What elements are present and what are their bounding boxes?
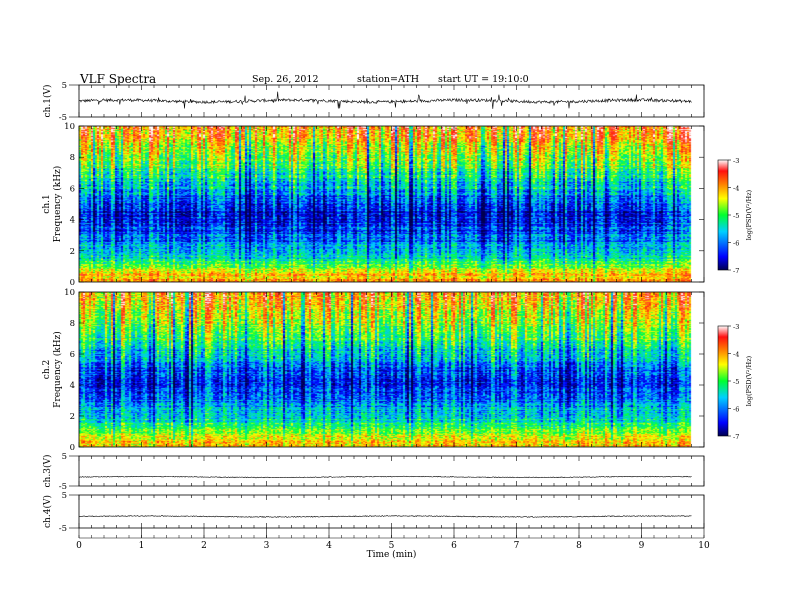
colorbar-label: log(PSD(V²/Hz)	[745, 189, 753, 240]
x-tick-label: 3	[264, 541, 270, 551]
y-axis-label: ch.3(V)	[42, 455, 53, 488]
y-tick-label: 6	[70, 184, 75, 194]
colorbar-tick-label: -6	[733, 406, 739, 414]
spectrogram-image	[79, 126, 692, 282]
date-label: Sep. 26, 2012	[252, 74, 319, 85]
start-time-label: start UT = 19:10:0	[438, 74, 529, 85]
colorbar-tick-label: -7	[733, 267, 739, 275]
colorbar-tick-label: -5	[733, 212, 739, 220]
colorbar-tick-label: -4	[733, 351, 739, 359]
colorbar-tick-label: -3	[733, 157, 739, 165]
x-tick-label: 6	[451, 541, 457, 551]
y-tick-label: 5	[62, 81, 67, 91]
y-axis-label: ch.1	[42, 194, 52, 213]
colorbar	[717, 159, 729, 271]
colorbar	[717, 325, 729, 437]
waveform-line	[79, 91, 692, 109]
spectrogram-image	[79, 292, 692, 447]
x-tick-label: 7	[514, 541, 520, 551]
y-tick-label: -5	[59, 482, 67, 492]
y-tick-label: 2	[70, 247, 75, 257]
y-axis-label: Frequency (kHz)	[52, 331, 63, 408]
y-tick-label: 5	[62, 452, 67, 462]
x-tick-label: 10	[698, 541, 710, 551]
colorbar-tick-label: -6	[733, 240, 739, 248]
x-tick-label: 1	[139, 541, 145, 551]
y-tick-label: 10	[64, 122, 75, 132]
colorbar-tick-label: -4	[733, 185, 739, 193]
x-tick-label: 2	[201, 541, 207, 551]
y-tick-label: -5	[59, 113, 67, 123]
x-tick-label: 5	[389, 541, 395, 551]
y-tick-label: -5	[59, 524, 67, 534]
chart-title: VLF Spectra	[80, 72, 157, 86]
y-axis-label: Frequency (kHz)	[52, 166, 63, 243]
y-tick-label: 4	[70, 216, 75, 226]
y-tick-label: 10	[64, 288, 75, 298]
colorbar-tick-label: -3	[733, 323, 739, 331]
x-tick-label: 4	[326, 541, 332, 551]
x-tick-label: 0	[76, 541, 82, 551]
y-tick-label: 5	[62, 491, 67, 501]
waveform-line	[78, 515, 692, 518]
waveform-line	[78, 475, 692, 479]
y-tick-label: 8	[70, 153, 75, 163]
x-tick-label: 8	[576, 541, 582, 551]
y-tick-label: 0	[70, 278, 75, 288]
station-label: station=ATH	[357, 74, 419, 85]
colorbar-tick-label: -7	[733, 433, 739, 441]
y-axis-label: ch.4(V)	[42, 495, 53, 528]
x-axis-label: Time (min)	[367, 549, 417, 560]
y-tick-label: 6	[70, 350, 75, 360]
y-axis-label: ch.1(V)	[42, 85, 53, 118]
y-tick-label: 2	[70, 412, 75, 422]
y-tick-label: 0	[70, 443, 75, 453]
y-tick-label: 4	[70, 381, 75, 391]
y-axis-label: ch.2	[42, 360, 52, 379]
colorbar-label: log(PSD(V²/Hz)	[745, 355, 753, 406]
x-tick-label: 9	[639, 541, 645, 551]
colorbar-tick-label: -5	[733, 378, 739, 386]
y-tick-label: 8	[70, 319, 75, 329]
